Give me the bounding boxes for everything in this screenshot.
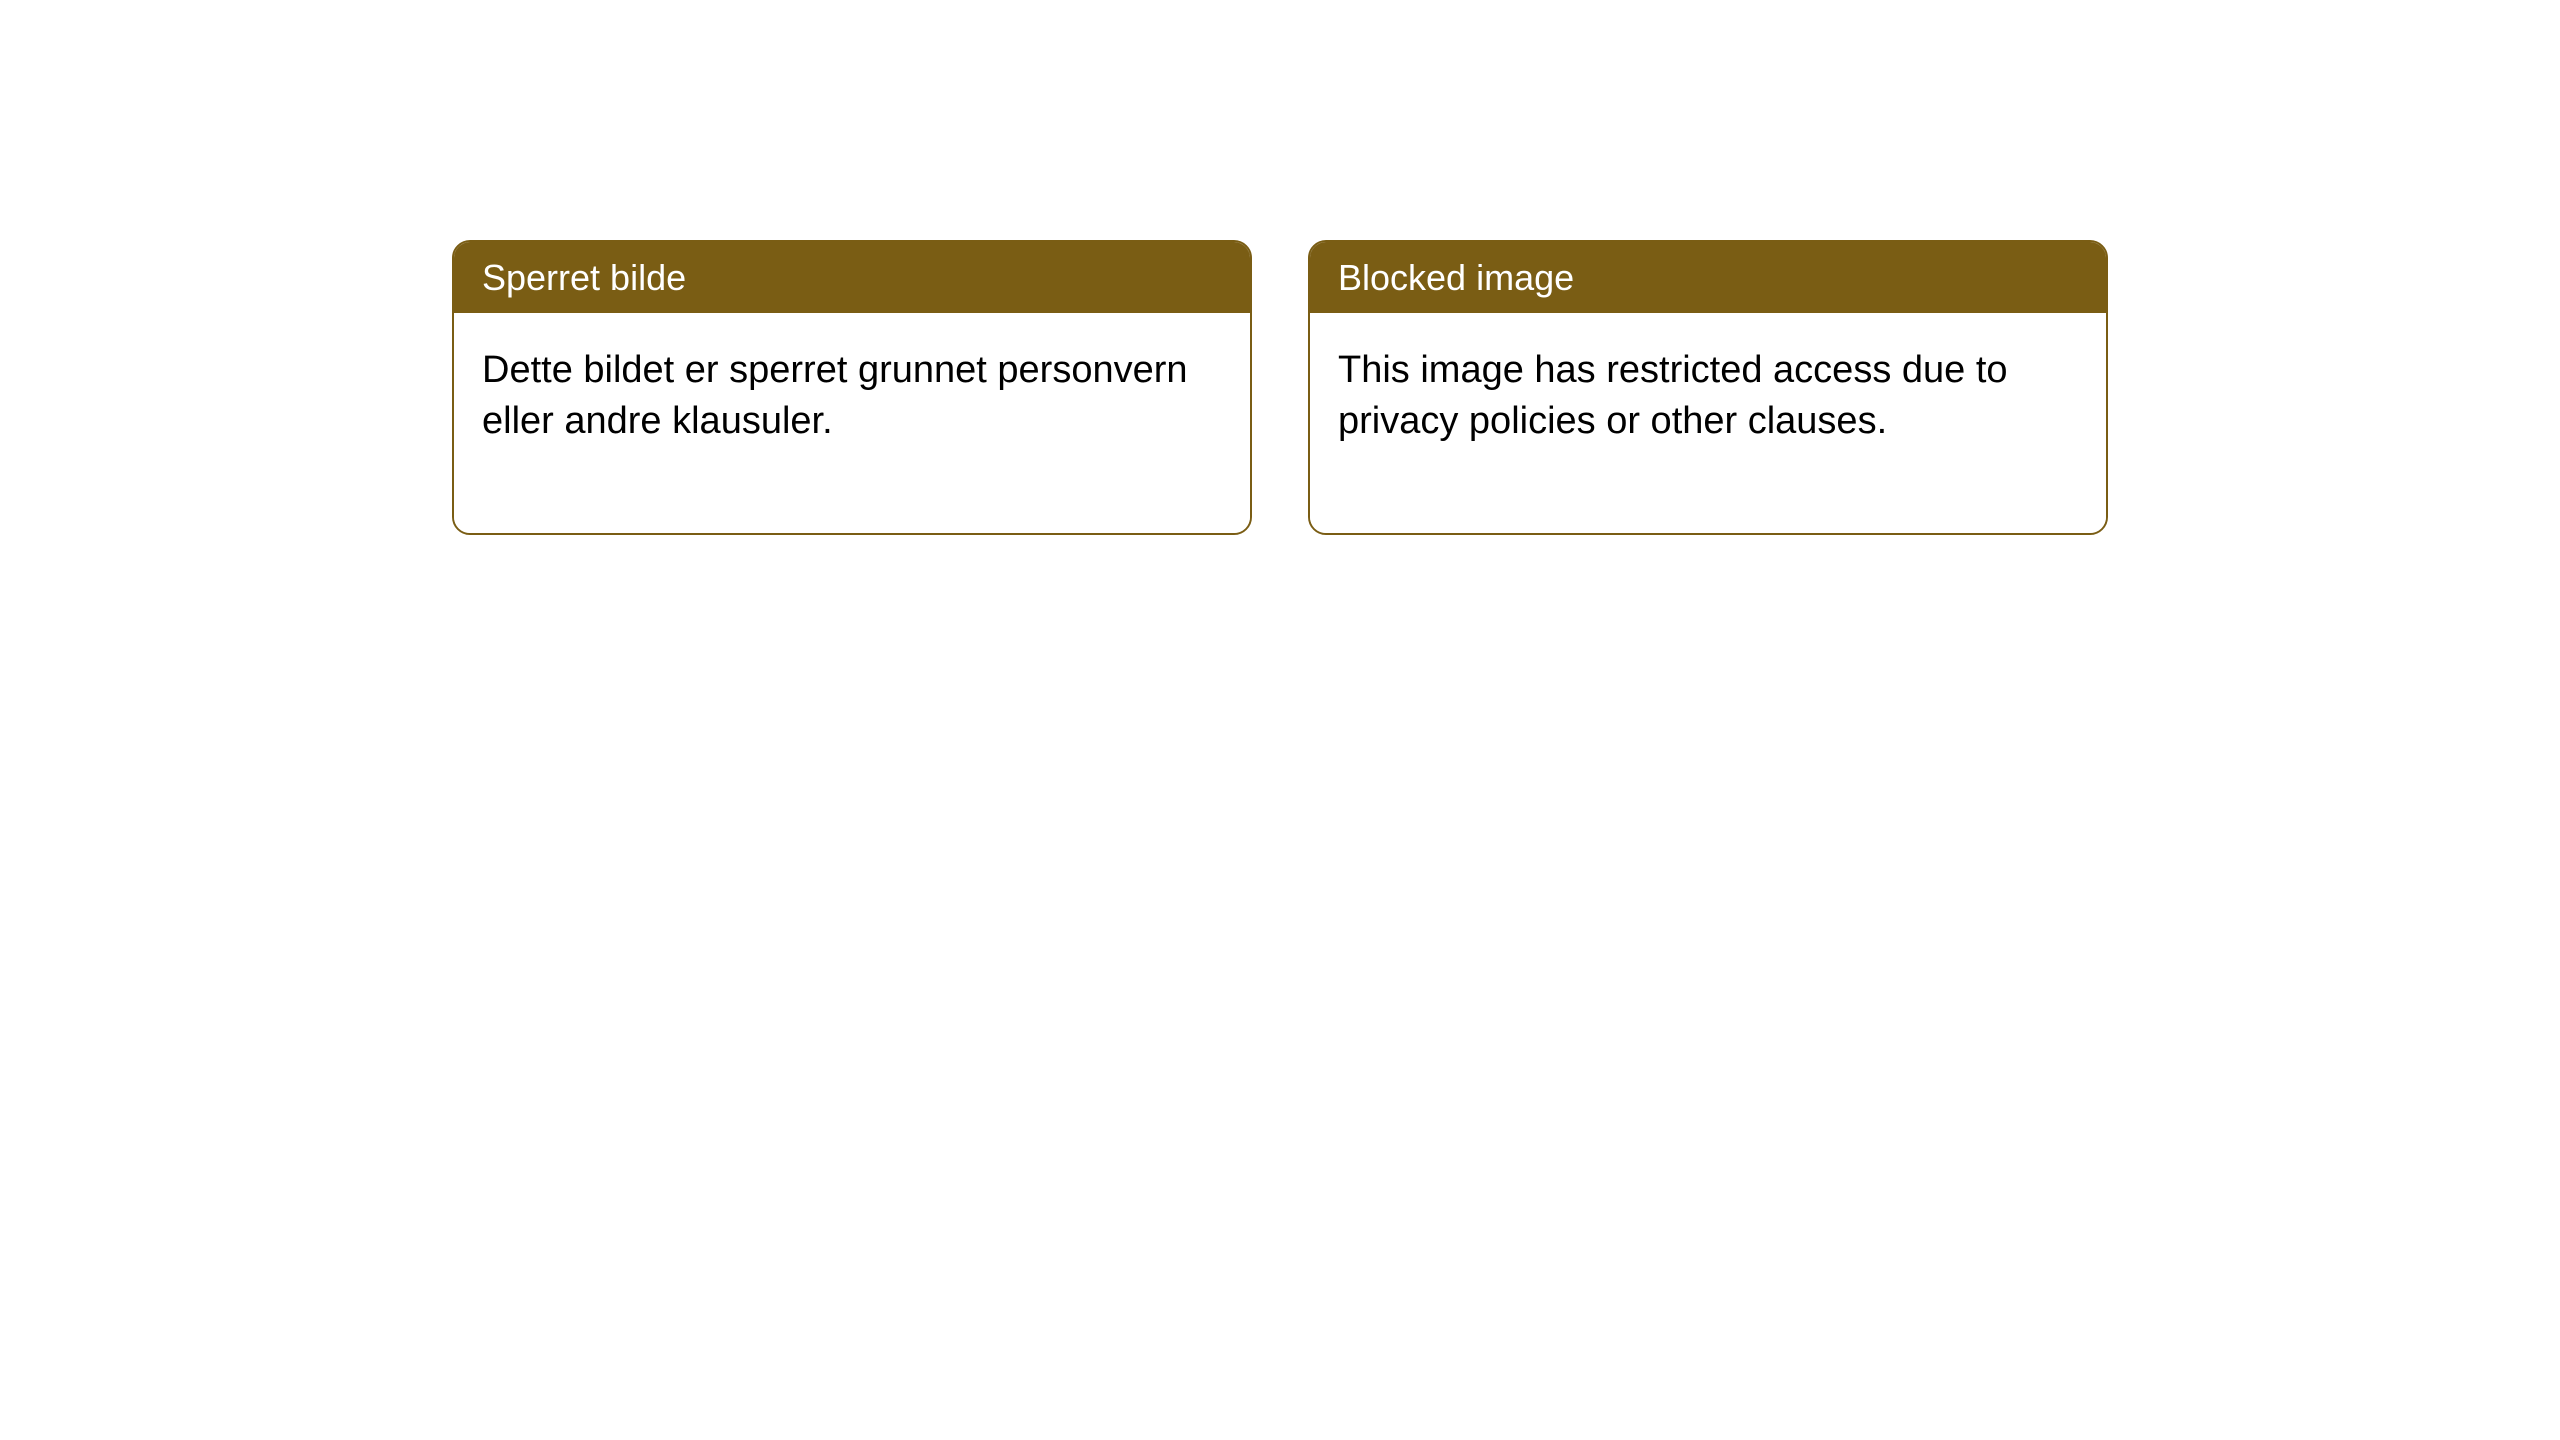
notice-body-english: This image has restricted access due to … [1310,313,2106,533]
notice-card-norwegian: Sperret bilde Dette bildet er sperret gr… [452,240,1252,535]
notice-container: Sperret bilde Dette bildet er sperret gr… [452,240,2108,535]
notice-title-norwegian: Sperret bilde [454,242,1250,313]
notice-body-norwegian: Dette bildet er sperret grunnet personve… [454,313,1250,533]
notice-card-english: Blocked image This image has restricted … [1308,240,2108,535]
notice-title-english: Blocked image [1310,242,2106,313]
